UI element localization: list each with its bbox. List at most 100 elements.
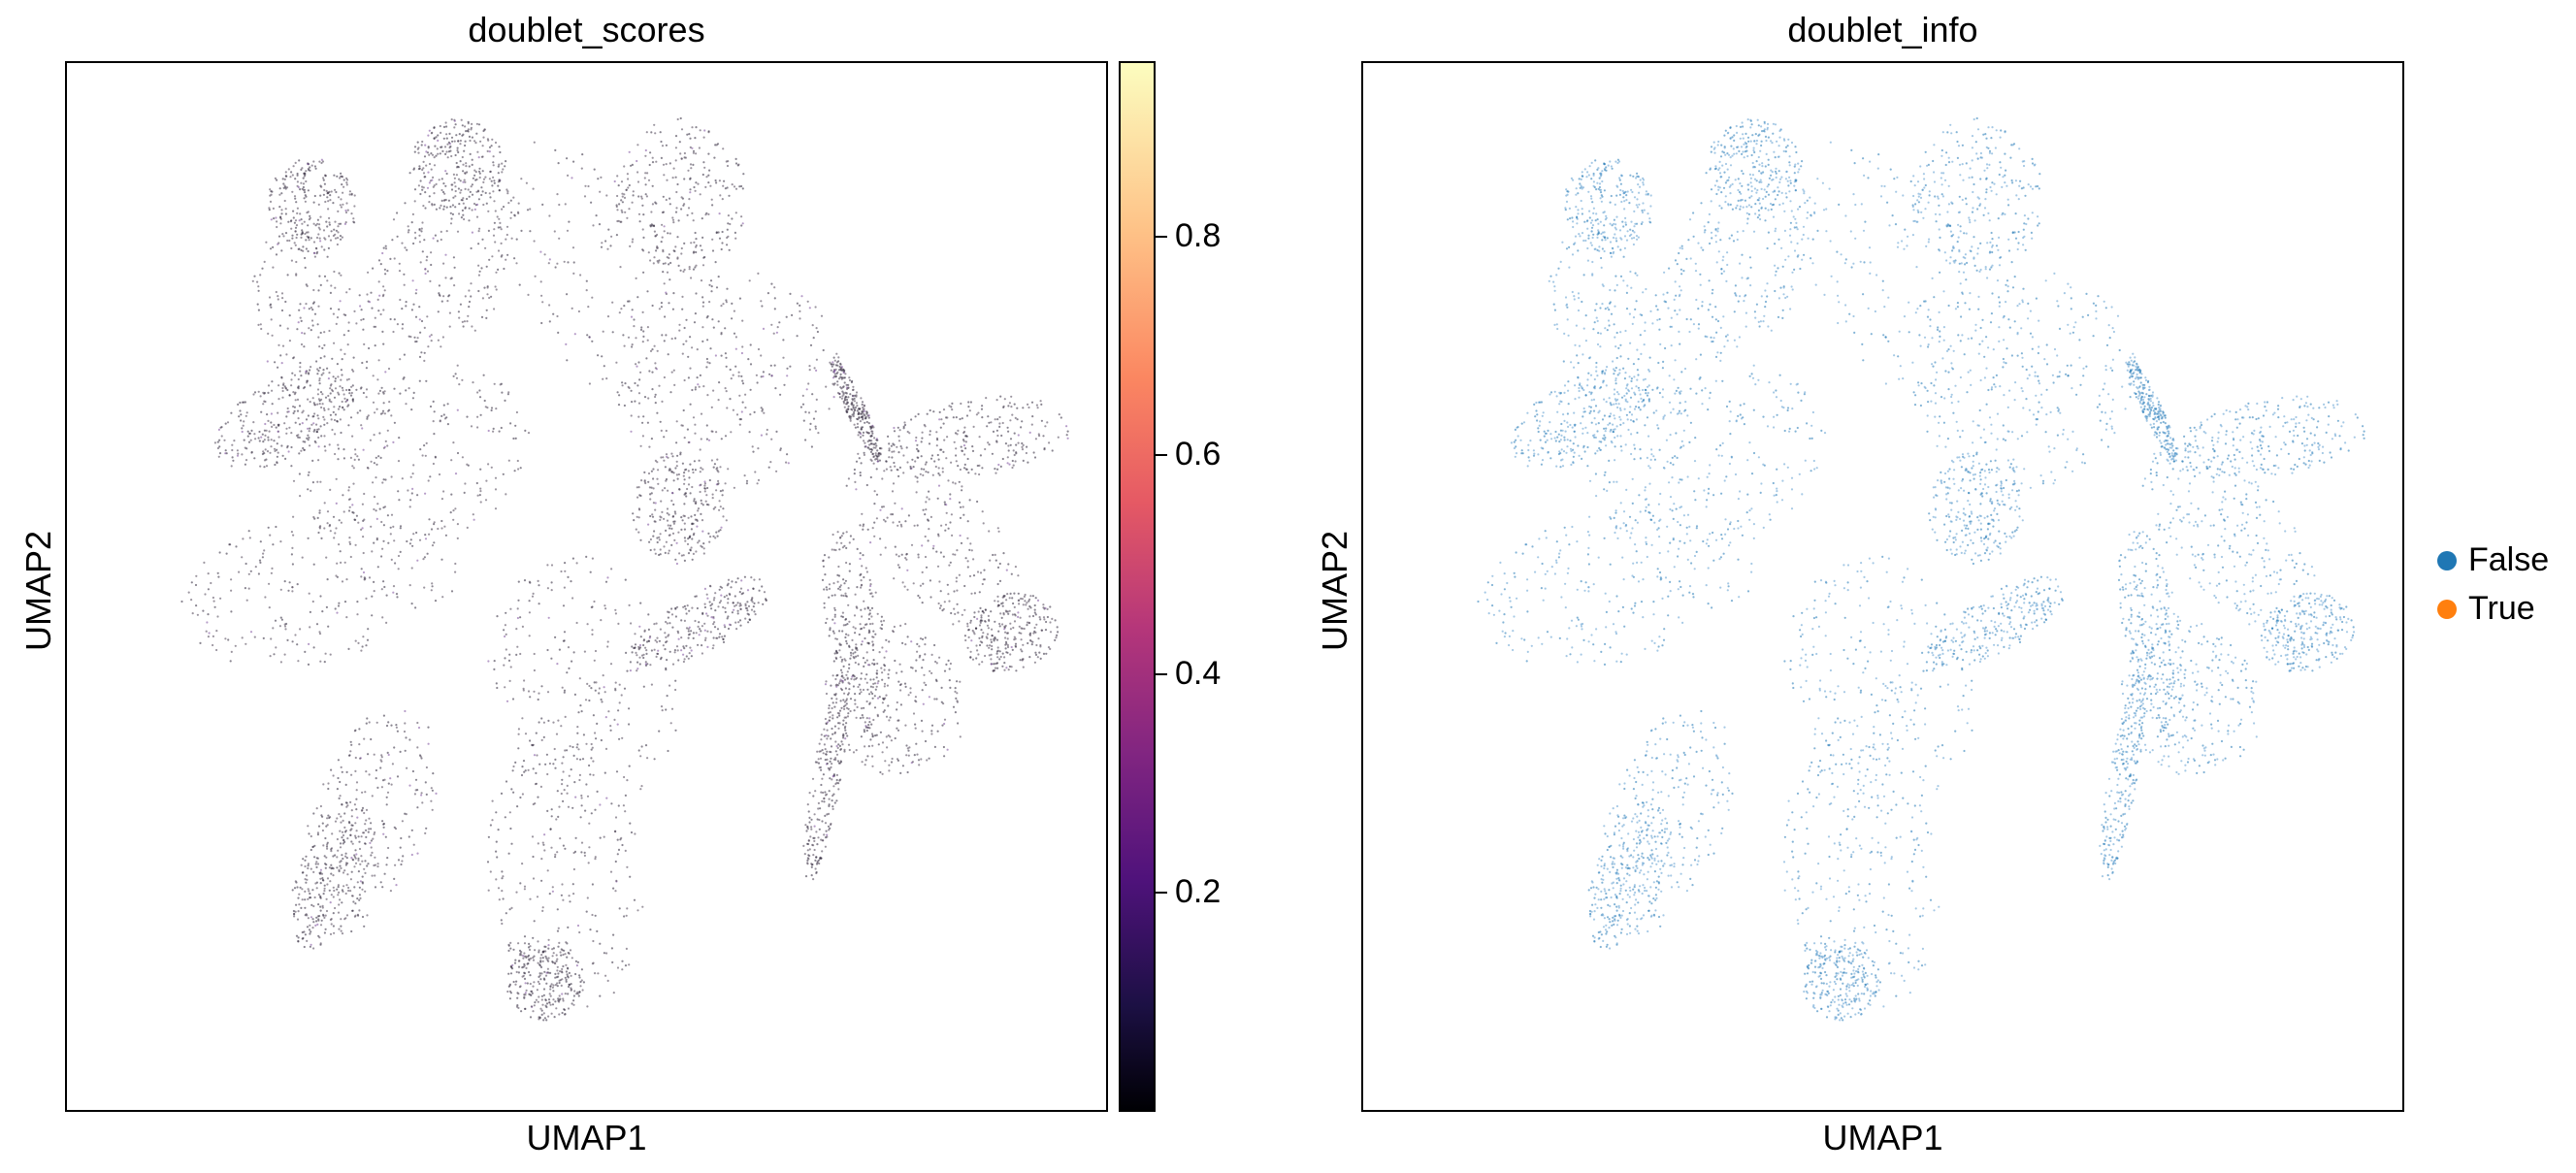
scatter-point <box>598 687 602 690</box>
scatter-point <box>710 459 714 462</box>
scatter-point <box>558 994 561 997</box>
scatter-point <box>703 129 706 132</box>
scatter-point <box>471 183 473 186</box>
scatter-point <box>384 371 387 374</box>
scatter-point <box>992 553 995 557</box>
scatter-point <box>918 764 921 766</box>
scatter-point <box>933 698 936 701</box>
scatter-point <box>280 309 284 312</box>
scatter-point <box>403 730 407 733</box>
scatter-point <box>705 438 709 440</box>
scatter-point <box>843 658 846 661</box>
scatter-point <box>485 202 488 205</box>
scatter-point <box>562 898 565 901</box>
scatter-point <box>619 266 622 269</box>
scatter-point <box>243 420 245 423</box>
scatter-point <box>802 419 805 422</box>
scatter-point <box>576 961 580 963</box>
scatter-point <box>277 384 280 387</box>
scatter-point <box>618 737 621 740</box>
scatter-point <box>624 578 627 581</box>
scatter-point <box>765 599 768 603</box>
scatter-point <box>666 271 669 274</box>
scatter-point <box>741 401 744 404</box>
scatter-point <box>540 685 543 688</box>
scatter-point <box>716 535 719 538</box>
scatter-point <box>796 302 799 305</box>
scatter-point <box>679 269 682 272</box>
scatter-point <box>866 528 869 531</box>
scatter-point <box>528 970 531 974</box>
scatter-point <box>354 448 357 451</box>
scatter-point <box>550 808 553 811</box>
scatter-point <box>520 178 523 180</box>
scatter-point <box>726 584 729 587</box>
scatter-point <box>271 425 274 428</box>
scatter-point <box>545 1002 549 1005</box>
scatter-point <box>341 854 343 857</box>
scatter-point <box>532 959 536 961</box>
scatter-point <box>800 295 803 298</box>
scatter-point <box>643 479 646 482</box>
scatter-point <box>386 791 390 794</box>
scatter-point <box>922 582 925 585</box>
scatter-point <box>259 465 262 468</box>
scatter-point <box>916 650 919 653</box>
scatter-point <box>719 505 722 508</box>
scatter-point <box>297 185 300 189</box>
scatter-point <box>418 165 421 168</box>
scatter-point <box>710 198 713 201</box>
scatter-point <box>675 645 679 648</box>
scatter-point <box>527 946 531 949</box>
scatter-point <box>286 239 289 243</box>
scatter-point <box>352 900 355 903</box>
scatter-point <box>344 852 347 855</box>
scatter-point <box>709 279 713 282</box>
scatter-point <box>354 639 357 642</box>
scatter-point <box>683 151 687 155</box>
scatter-point <box>396 323 399 326</box>
scatter-point <box>895 553 898 556</box>
scatter-point <box>636 144 639 147</box>
scatter-point <box>342 833 345 837</box>
scatter-point <box>349 800 352 804</box>
scatter-point <box>499 150 502 154</box>
scatter-point <box>274 619 277 622</box>
scatter-point <box>614 860 617 863</box>
scatter-point <box>694 386 698 389</box>
scatter-point <box>479 487 482 490</box>
scatter-point <box>702 552 705 555</box>
scatter-point <box>649 151 652 154</box>
scatter-point <box>457 178 461 180</box>
scatter-point <box>605 194 608 197</box>
scatter-point <box>636 515 638 518</box>
scatter-point <box>301 231 304 234</box>
scatter-point <box>459 139 462 143</box>
scatter-point <box>571 1002 573 1005</box>
scatter-point <box>321 822 324 825</box>
scatter-point <box>398 499 401 502</box>
scatter-point <box>629 661 633 664</box>
scatter-point <box>487 429 490 433</box>
scatter-point <box>1011 459 1014 463</box>
scatter-point <box>710 285 713 288</box>
scatter-point <box>311 309 314 311</box>
scatter-point <box>541 841 544 844</box>
scatter-point <box>272 627 275 630</box>
scatter-point <box>714 537 717 539</box>
scatter-point <box>353 886 356 889</box>
scatter-point <box>897 555 900 558</box>
scatter-point <box>707 439 711 441</box>
scatter-point <box>676 477 679 480</box>
scatter-point <box>461 134 464 137</box>
scatter-point <box>722 637 725 640</box>
scatter-point <box>561 686 564 689</box>
scatter-point <box>486 293 489 296</box>
scatter-point <box>665 640 668 644</box>
scatter-point <box>646 757 649 760</box>
scatter-point <box>337 375 340 378</box>
scatter-point <box>724 610 727 614</box>
scatter-point <box>340 175 342 178</box>
scatter-point <box>442 208 445 211</box>
scatter-point <box>563 586 566 589</box>
